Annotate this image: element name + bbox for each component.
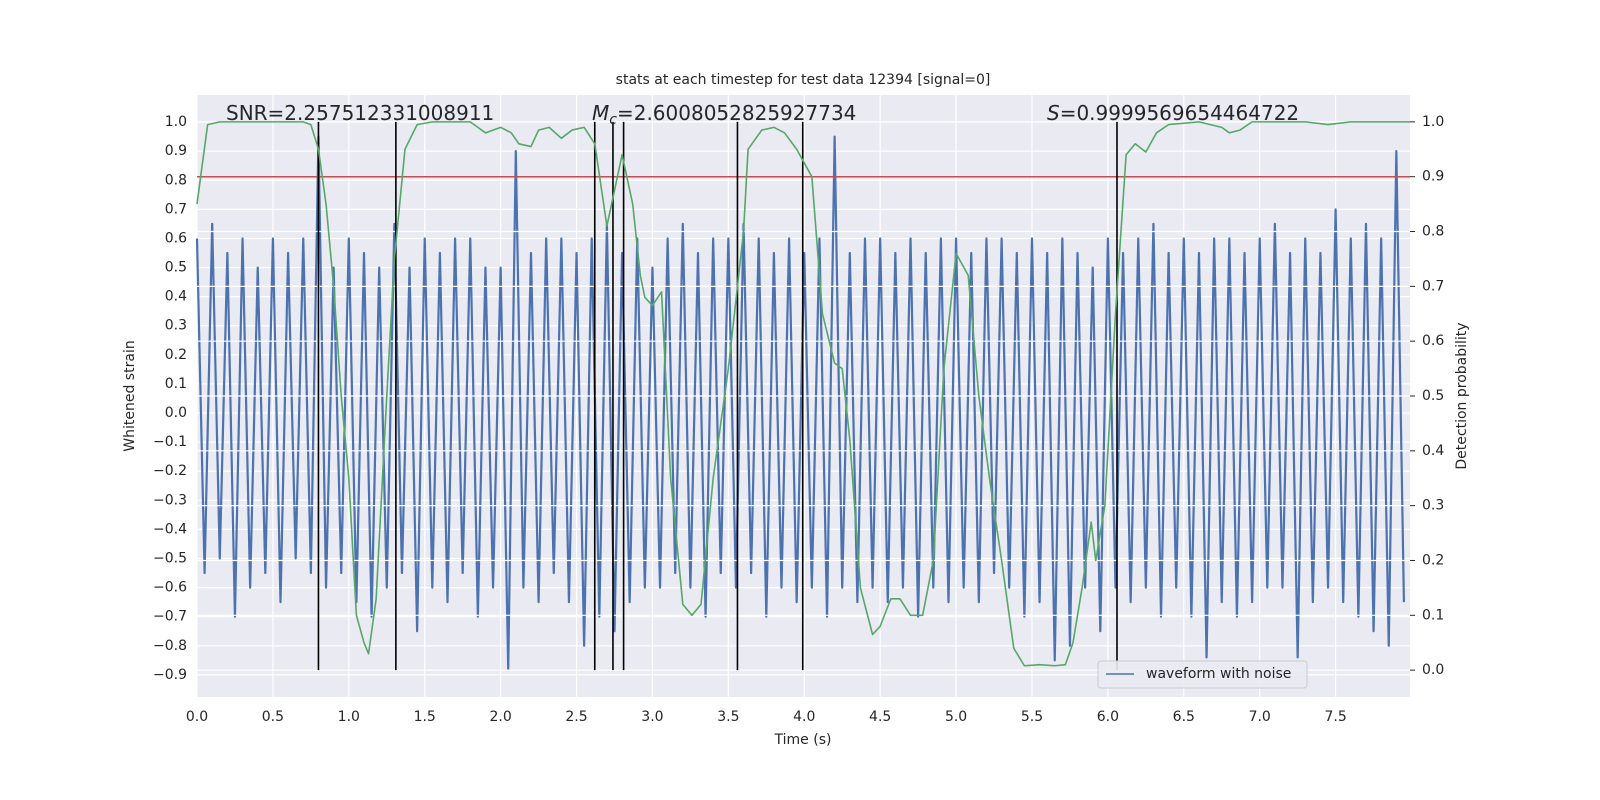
- data-line: [195, 135, 1406, 671]
- x-tick-label: 2.5: [565, 709, 587, 725]
- y-tick-label: 1.0: [165, 114, 187, 130]
- y2-tick-label: 0.9: [1422, 169, 1444, 185]
- x-axis-label: Time (s): [774, 732, 832, 748]
- x-tick-label: 2.0: [489, 709, 511, 725]
- y-tick-label: −0.3: [153, 492, 187, 508]
- y-tick-label: 0.7: [165, 201, 187, 217]
- y-tick-label: 0.2: [165, 347, 187, 363]
- y-axis-label: Whitened strain: [122, 340, 138, 451]
- x-tick-label: 5.5: [1021, 709, 1043, 725]
- x-tick-label: 3.0: [641, 709, 663, 725]
- x-tick-label: 3.5: [717, 709, 739, 725]
- y-tick-label: −0.8: [153, 638, 187, 654]
- y2-tick-label: 0.6: [1422, 333, 1444, 349]
- x-tick-label: 6.5: [1173, 709, 1195, 725]
- x-tick-label: 0.5: [262, 709, 284, 725]
- y2-tick-label: 0.0: [1422, 662, 1444, 678]
- x-tick-label: 7.0: [1249, 709, 1271, 725]
- x-tick-label: 1.5: [414, 709, 436, 725]
- legend-box: [1097, 660, 1308, 689]
- y-tick-label: 0.9: [165, 143, 187, 159]
- y-tick-label: −0.7: [153, 609, 187, 625]
- annotation: S=0.9999569654464722: [1047, 101, 1299, 125]
- x-tick-label: 1.0: [338, 709, 360, 725]
- annotation-symbol: M: [592, 101, 609, 125]
- y-tick-label: 0.4: [165, 289, 187, 305]
- y2-tick-label: 1.0: [1422, 114, 1444, 130]
- x-tick-label: 7.5: [1324, 709, 1346, 725]
- x-tick-label: 6.0: [1097, 709, 1119, 725]
- y-tick-label: 0.0: [165, 405, 187, 421]
- annotation-value: SNR=2.257512331008911: [226, 101, 494, 125]
- x-tick-label: 4.0: [793, 709, 815, 725]
- y2-tick-label: 0.1: [1422, 607, 1444, 623]
- y-tick-label: 0.5: [165, 260, 187, 276]
- x-tick-label: 4.5: [869, 709, 891, 725]
- y-tick-label: −0.5: [153, 551, 187, 567]
- y-tick-label: 0.8: [165, 172, 187, 188]
- annotation-symbol: S: [1047, 101, 1060, 125]
- annotation-value: =0.9999569654464722: [1060, 101, 1299, 125]
- x-tick-label: 5.0: [945, 709, 967, 725]
- y2-tick-label: 0.8: [1422, 224, 1444, 240]
- y-tick-label: −0.6: [153, 580, 187, 596]
- y2-tick-label: 0.7: [1422, 278, 1444, 294]
- y-tick-label: 0.6: [165, 230, 187, 246]
- annotation-value: =2.6008052825927734: [617, 101, 856, 125]
- annotation: SNR=2.257512331008911: [226, 101, 494, 125]
- y2-tick-label: 0.2: [1422, 552, 1444, 568]
- annotation: Mc=2.6008052825927734: [592, 101, 856, 129]
- x-tick-label: 0.0: [186, 709, 208, 725]
- y-tick-label: −0.1: [153, 434, 187, 450]
- annotation-subscript: c: [609, 112, 617, 128]
- y-tick-label: 0.1: [165, 376, 187, 392]
- y-tick-label: −0.4: [153, 521, 187, 537]
- data-line: [196, 121, 1410, 667]
- y-tick-label: −0.9: [153, 667, 187, 683]
- y2-axis-label: Detection probability: [1454, 322, 1470, 469]
- y2-tick-label: 0.3: [1422, 498, 1444, 514]
- y2-tick-label: 0.5: [1422, 388, 1444, 404]
- y-tick-label: −0.2: [153, 463, 187, 479]
- legend-label: waveform with noise: [1146, 666, 1291, 682]
- y2-tick-label: 0.4: [1422, 443, 1444, 459]
- y-tick-label: 0.3: [165, 318, 187, 334]
- chart-title: stats at each timestep for test data 123…: [616, 72, 991, 88]
